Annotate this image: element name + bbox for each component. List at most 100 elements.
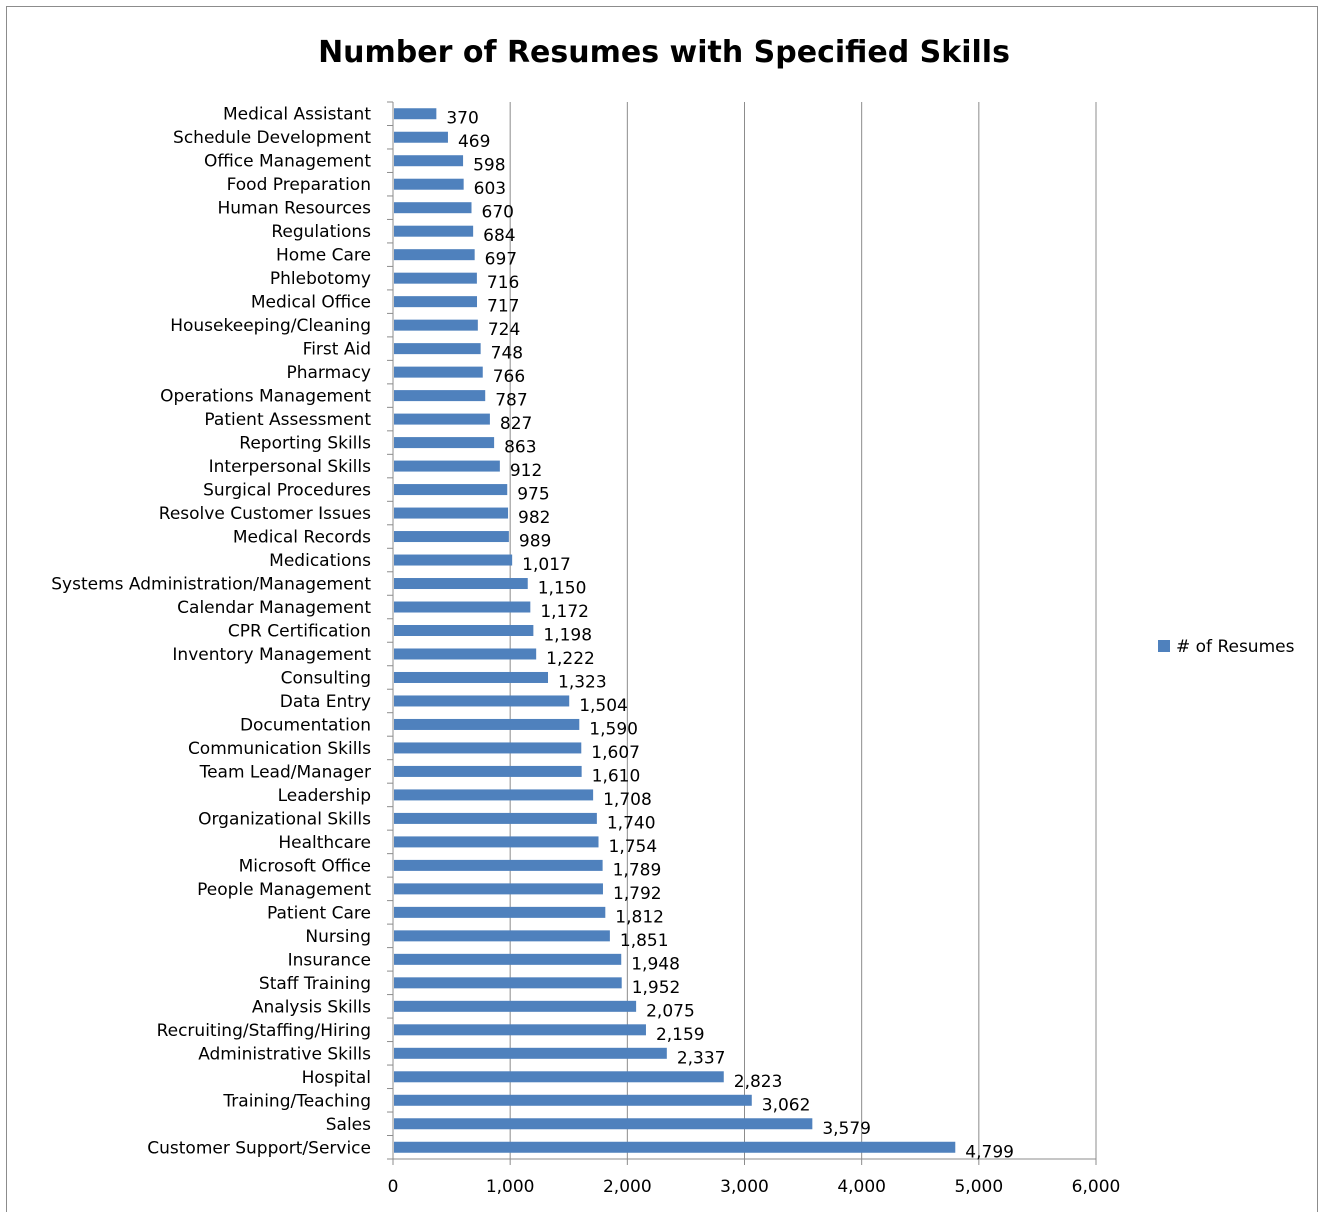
data-label: 2,159 [656, 1025, 705, 1045]
data-label: 370 [446, 109, 478, 129]
x-tick-label: 6,000 [1072, 1177, 1121, 1197]
bar [394, 390, 486, 402]
bar [394, 953, 622, 965]
bar [394, 1094, 752, 1106]
data-label: 716 [487, 273, 519, 293]
category-label: Medical Records [233, 528, 371, 548]
bar [394, 883, 603, 895]
bar [394, 906, 606, 918]
category-label: Patient Care [267, 903, 371, 923]
legend-swatch [1158, 640, 1170, 652]
category-label: Resolve Customer Issues [159, 504, 371, 524]
x-tick-label: 4,000 [837, 1177, 886, 1197]
bar [394, 695, 570, 707]
data-label: 697 [485, 250, 517, 270]
bar [394, 977, 622, 989]
bar [394, 671, 549, 683]
data-label: 1,172 [540, 602, 589, 622]
data-label: 1,740 [607, 813, 656, 833]
data-label: 1,792 [613, 884, 662, 904]
bar [394, 789, 594, 801]
category-label: First Aid [303, 340, 371, 360]
bar [394, 812, 597, 824]
data-label: 863 [504, 438, 536, 458]
bar [394, 225, 474, 237]
data-label: 1,590 [589, 719, 638, 739]
category-label: Leadership [278, 786, 371, 806]
data-label: 766 [493, 367, 525, 387]
category-label: Human Resources [217, 199, 371, 219]
gridlines [509, 102, 1097, 1159]
bars [394, 108, 956, 1153]
data-label: 603 [474, 179, 506, 199]
category-label: Staff Training [259, 974, 371, 994]
data-label: 989 [519, 532, 551, 552]
data-label: 2,337 [677, 1048, 726, 1068]
category-label: Data Entry [280, 692, 371, 712]
bar [394, 1000, 637, 1012]
data-label: 975 [517, 485, 549, 505]
category-label: Team Lead/Manager [199, 762, 371, 782]
bar [394, 765, 582, 777]
data-label: 1,323 [558, 672, 607, 692]
data-label: 2,823 [734, 1072, 783, 1092]
category-label: Reporting Skills [239, 434, 371, 454]
data-label: 3,579 [822, 1119, 871, 1139]
bar [394, 1118, 813, 1130]
category-label: Insurance [288, 950, 371, 970]
category-label: Consulting [281, 668, 371, 688]
bar [394, 272, 477, 284]
category-label: Healthcare [278, 833, 371, 853]
bar [394, 1141, 956, 1153]
category-label: Office Management [204, 152, 371, 172]
chart-title: Number of Resumes with Specified Skills [318, 35, 1010, 70]
bar [394, 531, 509, 543]
bar [394, 343, 481, 355]
category-label: Sales [326, 1115, 371, 1135]
data-label: 1,504 [579, 696, 628, 716]
category-label: Hospital [302, 1068, 371, 1088]
x-tick-label: 3,000 [720, 1177, 769, 1197]
data-label: 1,952 [632, 978, 681, 998]
category-label: Recruiting/Staffing/Hiring [157, 1021, 371, 1041]
x-tick-label: 1,000 [486, 1177, 535, 1197]
category-label: Operations Management [160, 387, 371, 407]
data-label: 1,610 [592, 766, 641, 786]
axes [387, 101, 1097, 1165]
data-label: 2,075 [646, 1001, 695, 1021]
data-label: 469 [458, 132, 490, 152]
data-label: 1,851 [620, 931, 669, 951]
data-label: 1,812 [615, 907, 664, 927]
category-label: Food Preparation [227, 175, 371, 195]
legend: # of Resumes [1158, 637, 1295, 657]
data-label: 982 [518, 508, 550, 528]
bar [394, 155, 464, 167]
bar [394, 366, 483, 378]
data-label: 1,150 [538, 579, 587, 599]
bar [394, 202, 472, 214]
category-label: Pharmacy [286, 363, 371, 383]
category-label: Calendar Management [177, 598, 371, 618]
category-label: Patient Assessment [204, 410, 371, 430]
category-label: People Management [197, 880, 371, 900]
data-label: 1,222 [546, 649, 595, 669]
data-label: 1,607 [591, 743, 640, 763]
bar [394, 108, 437, 120]
category-label: Regulations [271, 222, 371, 242]
category-label: Medical Office [251, 293, 371, 313]
x-tick-label: 0 [388, 1177, 399, 1197]
bar [394, 742, 582, 754]
data-label: 684 [483, 226, 515, 246]
category-label: Administrative Skills [198, 1044, 371, 1064]
bar [394, 625, 534, 636]
data-label: 717 [487, 297, 519, 317]
bar [394, 554, 513, 566]
bar [394, 484, 508, 496]
data-label: 670 [482, 203, 514, 223]
category-label: Inventory Management [172, 645, 371, 665]
bar [394, 413, 490, 425]
category-label: Systems Administration/Management [51, 575, 371, 595]
data-label: 1,789 [613, 860, 662, 880]
bar [394, 507, 509, 519]
bar [394, 178, 464, 190]
